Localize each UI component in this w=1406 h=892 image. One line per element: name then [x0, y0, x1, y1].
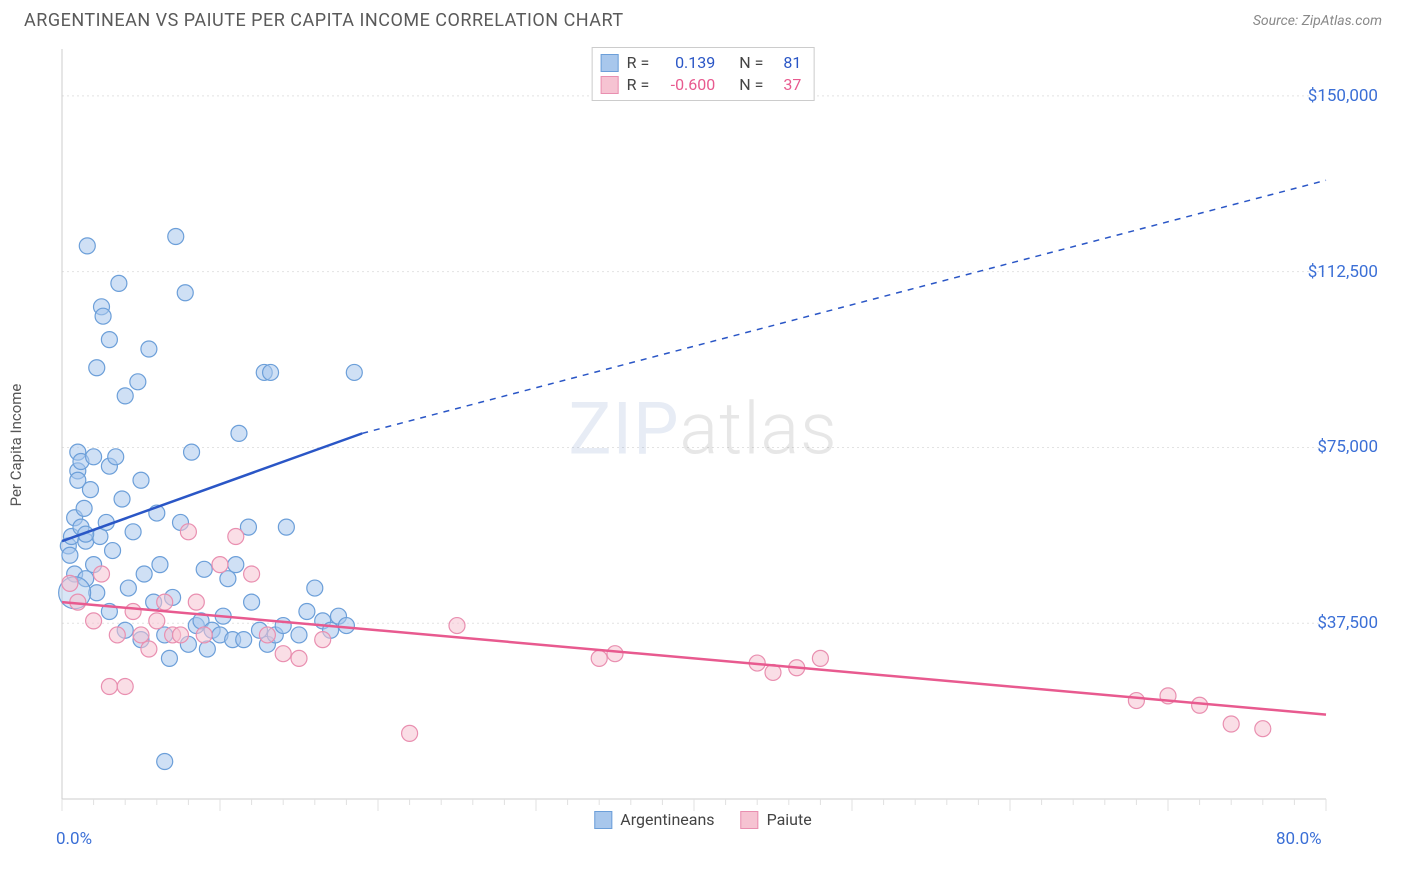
legend-item: Argentineans — [594, 810, 714, 829]
legend-label: Paiute — [767, 810, 812, 829]
x-tick-label: 80.0% — [1276, 829, 1322, 849]
y-axis-label: Per Capita Income — [7, 384, 25, 507]
legend-swatch — [601, 76, 619, 94]
n-label: N = — [739, 74, 763, 96]
source-attribution: Source: ZipAtlas.com — [1253, 13, 1382, 29]
n-value: 37 — [771, 74, 801, 96]
legend-row: R = 0.139 N = 81 — [601, 52, 802, 74]
y-tick-label: $150,000 — [1308, 86, 1378, 106]
y-tick-label: $37,500 — [1317, 613, 1378, 633]
legend-swatch — [741, 811, 759, 829]
r-value: -0.600 — [657, 74, 715, 96]
r-label: R = — [627, 52, 650, 74]
n-value: 81 — [771, 52, 801, 74]
y-tick-label: $112,500 — [1308, 262, 1378, 282]
correlation-legend: R = 0.139 N = 81 R = -0.600 N = 37 — [592, 47, 815, 101]
chart-title: ARGENTINEAN VS PAIUTE PER CAPITA INCOME … — [24, 10, 624, 31]
x-tick-label: 0.0% — [56, 829, 92, 849]
y-tick-label: $75,000 — [1317, 437, 1378, 457]
legend-swatch — [594, 811, 612, 829]
series-legend: Argentineans Paiute — [594, 810, 811, 829]
chart-area: Per Capita Income ZIPatlas R =0.139 N =8… — [24, 41, 1382, 849]
source-name: ZipAtlas.com — [1302, 13, 1382, 29]
legend-item: Paiute — [741, 810, 812, 829]
r-value: 0.139 — [657, 52, 715, 74]
legend-swatch — [601, 54, 619, 72]
source-label: Source: — [1253, 13, 1298, 29]
legend-row: R = -0.600 N = 37 — [601, 74, 802, 96]
n-label: N = — [739, 52, 763, 74]
scatter-chart-svg — [24, 41, 1364, 849]
legend-label: Argentineans — [620, 810, 714, 829]
r-label: R = — [627, 74, 650, 96]
